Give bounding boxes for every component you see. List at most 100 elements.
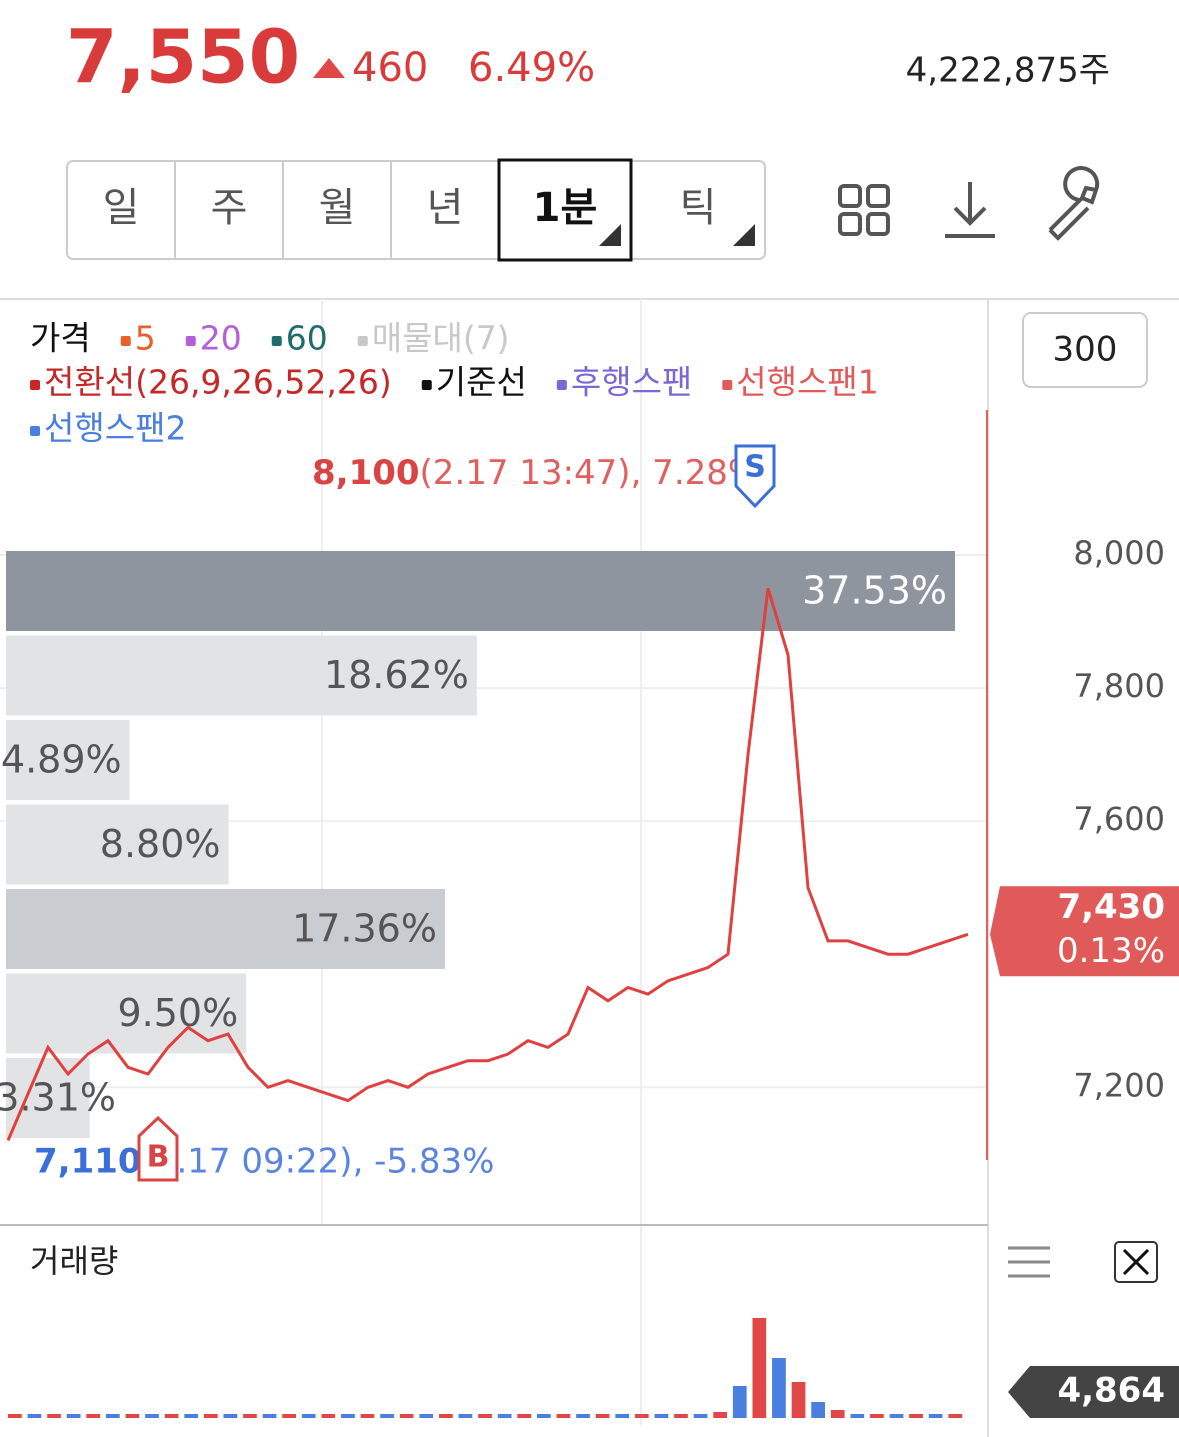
tab-label[interactable]: 주 [211, 185, 248, 231]
grid-icon-part [866, 184, 890, 208]
sell-badge [734, 444, 776, 509]
profile-label: 18.62% [324, 653, 469, 697]
toolbar-icons [838, 166, 1100, 241]
profile-bar [6, 635, 477, 716]
volume-bar [399, 1414, 414, 1418]
legend-swatch [556, 380, 567, 390]
legend-swatch [30, 380, 40, 390]
volume-bar [243, 1414, 257, 1418]
volume-bar [478, 1414, 492, 1418]
legend-label: 매물대(7) [372, 319, 510, 358]
grid-icon-part [866, 212, 890, 236]
volume-bar [752, 1318, 767, 1418]
volume-bar [66, 1414, 81, 1418]
legend-label: 기준선 [436, 363, 527, 402]
legend-swatch [357, 336, 368, 346]
settings-icon[interactable] [1048, 166, 1100, 241]
profile-bar [6, 720, 130, 800]
profile-bar [6, 889, 445, 969]
legend-swatch [185, 336, 196, 346]
volume-bar [576, 1414, 590, 1418]
legend-label: 20 [200, 319, 242, 358]
legend-swatch [120, 336, 131, 346]
profile-bar [6, 1058, 90, 1138]
y-tick-label: 7,200 [1073, 1066, 1165, 1104]
volume-bar [125, 1414, 140, 1418]
volume-bar [948, 1414, 963, 1418]
grid-icon[interactable] [838, 184, 862, 208]
high-price: 8,100 [312, 453, 420, 493]
legend-label: 5 [135, 319, 156, 358]
volume-bar [889, 1414, 904, 1418]
grid-icon-part [838, 212, 862, 236]
volume-bar [732, 1386, 747, 1418]
profile-label: 37.53% [802, 569, 947, 613]
volume-bar [517, 1414, 532, 1418]
menu-icon[interactable] [1008, 1246, 1050, 1278]
volume-bar [674, 1414, 688, 1418]
download-icon[interactable] [945, 182, 995, 238]
current-badge [990, 886, 1179, 977]
tab-label[interactable]: 틱 [680, 185, 717, 231]
volume-bar [380, 1414, 394, 1418]
volume-bar [223, 1414, 238, 1418]
dropdown-corner [599, 224, 621, 246]
tab-label[interactable]: 1분 [533, 185, 598, 231]
volume-bar [164, 1414, 179, 1418]
volume-bar [282, 1414, 296, 1418]
legend-swatch [271, 336, 282, 346]
profile-bar [6, 804, 229, 885]
close-icon [1122, 1248, 1150, 1276]
volume-bar [497, 1414, 512, 1418]
buy-badge [137, 1115, 179, 1182]
legend-label: 후행스팬 [571, 363, 692, 402]
volume-bar [301, 1414, 316, 1418]
change: 460 [352, 45, 428, 91]
volume-bar [419, 1414, 434, 1418]
profile-label: 17.36% [292, 907, 437, 951]
high-detail: (2.17 13:47), 7.28% [420, 453, 761, 493]
volume-bar [27, 1414, 42, 1418]
volume-bar [909, 1414, 923, 1418]
volume-total: 4,222,875주 [906, 51, 1110, 91]
low-detail: (2.17 09:22), -5.83% [142, 1142, 495, 1182]
legend-label: 60 [286, 319, 328, 358]
volume-bar [184, 1414, 199, 1418]
profile-label: 4.89% [1, 738, 122, 782]
current-price: 7,430 [1057, 887, 1165, 927]
y-tick-label: 8,000 [1073, 534, 1165, 572]
volume-bar [458, 1414, 473, 1418]
volume-bar [203, 1414, 218, 1418]
tab-label[interactable]: 월 [319, 185, 356, 231]
price-line [6, 587, 969, 1142]
legend-label: 선행스팬1 [736, 363, 878, 402]
count-label: 300 [1053, 330, 1118, 370]
profile-bar [6, 551, 955, 631]
volume-bar [8, 1414, 22, 1418]
volume-bar [86, 1414, 101, 1418]
legend-swatch [421, 380, 432, 390]
plot: 가격 5 20 60 매물대(7) 전환선(26,9,26,52,26) 기준선 후행스팬 선행… [0, 319, 1179, 1418]
volume-bar [615, 1414, 630, 1418]
legend-label: 가격 [30, 319, 91, 358]
tab-label[interactable]: 일 [103, 185, 140, 231]
legend-label: 전환선(26,9,26,52,26) [44, 363, 392, 402]
volume-bar [772, 1358, 786, 1418]
tab-bar: 일 주 월 년 1분 틱 [66, 158, 766, 262]
count-button[interactable] [1022, 312, 1148, 388]
volume-bar [595, 1414, 610, 1418]
volume-bar [341, 1414, 355, 1418]
legend-swatch [30, 426, 40, 436]
volume-bar [693, 1414, 708, 1418]
dropdown-corner [733, 224, 755, 246]
low-price: 7,110 [34, 1142, 142, 1182]
volume-bar [928, 1414, 943, 1418]
tab-label[interactable]: 년 [427, 185, 464, 231]
tab-frame [66, 160, 766, 260]
volume-bar [145, 1414, 159, 1418]
volume-bar [556, 1414, 571, 1418]
volume-badge [1008, 1366, 1179, 1418]
volume-bar [105, 1414, 120, 1418]
volume-bar [321, 1414, 336, 1418]
